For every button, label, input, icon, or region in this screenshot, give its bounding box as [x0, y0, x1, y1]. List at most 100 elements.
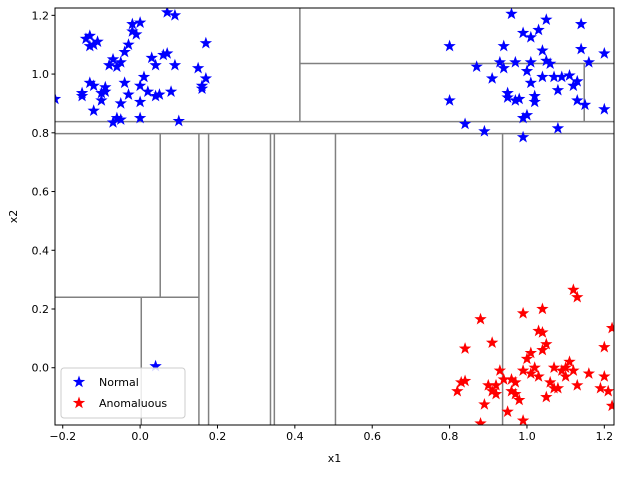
anomaluous-point: [524, 367, 538, 379]
anomaluous-point: [509, 387, 522, 400]
normal-point: [551, 121, 565, 134]
anomaluous-point: [482, 378, 495, 391]
anomaluous-point: [505, 384, 518, 397]
normal-point: [505, 8, 518, 20]
normal-point: [149, 58, 162, 71]
anomaluous-point: [543, 375, 557, 388]
normal-point: [543, 57, 557, 70]
normal-point: [516, 26, 530, 39]
x-tick-label: 0.4: [286, 430, 304, 443]
normal-point: [536, 70, 549, 83]
anomaluous-point: [451, 384, 464, 397]
normal-point: [598, 102, 611, 115]
normal-point: [122, 38, 135, 50]
anomaluous-point: [594, 381, 607, 394]
legend-marker-normal: [72, 375, 86, 388]
legend-box: [60, 367, 186, 419]
normal-point: [87, 38, 100, 50]
normal-point: [168, 58, 182, 71]
anomaluous-point: [493, 364, 507, 376]
normal-point: [567, 79, 580, 92]
normal-point: [478, 124, 491, 137]
y-tick-label: 1.2: [32, 9, 50, 22]
normal-point: [524, 30, 538, 43]
anomaluous-point: [559, 361, 572, 373]
anomaluous-point: [455, 375, 468, 388]
normal-point: [524, 76, 538, 89]
normal-point: [133, 111, 147, 124]
anomaluous-point: [528, 361, 541, 373]
normal-point: [110, 60, 124, 72]
normal-point: [106, 52, 120, 65]
normal-point: [149, 359, 162, 372]
anomaluous-point: [540, 337, 553, 350]
normal-point: [99, 85, 112, 97]
anomaluous-point: [458, 374, 472, 387]
normal-point: [540, 13, 553, 26]
anomaluous-point: [602, 384, 614, 397]
normal-point: [75, 89, 89, 102]
normal-point: [199, 36, 213, 49]
normal-point: [172, 114, 185, 127]
anomaluous-point: [567, 283, 580, 296]
x-tick-label: 0.8: [441, 430, 459, 443]
normal-point: [106, 116, 120, 128]
normal-point: [83, 29, 96, 42]
normal-point: [91, 35, 104, 48]
anomaluous-point: [516, 306, 530, 319]
data-points: [55, 8, 614, 425]
normal-point: [157, 48, 170, 61]
normal-point: [102, 58, 116, 71]
anomaluous-point: [485, 336, 499, 349]
normal-point: [137, 70, 151, 83]
anomaluous-point: [598, 370, 611, 382]
anomaluous-point: [485, 384, 499, 397]
y-tick-label: 1.0: [32, 68, 50, 81]
normal-point: [168, 8, 182, 21]
normal-point: [87, 79, 100, 92]
anomaluous-point: [505, 372, 518, 385]
normal-point: [574, 17, 588, 30]
normal-point: [516, 130, 530, 143]
normal-point: [130, 27, 143, 40]
anomaluous-point: [540, 390, 553, 403]
anomaluous-point: [605, 321, 614, 334]
x-tick-label: 1.0: [518, 430, 536, 443]
normal-point: [497, 39, 510, 52]
normal-point: [470, 60, 483, 72]
normal-point: [598, 47, 611, 59]
normal-point: [55, 92, 62, 105]
normal-point: [114, 55, 127, 68]
normal-point: [532, 23, 545, 36]
anomaluous-point: [520, 352, 534, 365]
anomaluous-point: [516, 414, 530, 425]
normal-point: [509, 94, 522, 106]
x-tick-label: 0.2: [209, 430, 227, 443]
normal-point: [520, 64, 534, 77]
anomaluous-point: [571, 290, 584, 303]
anomaluous-point: [582, 367, 596, 379]
x-axis-label: x1: [328, 452, 342, 465]
normal-point: [547, 70, 561, 83]
anomaluous-point: [509, 375, 522, 388]
anomaluous-point: [547, 361, 561, 373]
y-axis: 0.0 0.2 0.4 0.6 0.8 1.0 1.2: [32, 9, 55, 375]
legend: Normal Anomaluous: [60, 367, 186, 419]
y-tick-label: 0.2: [32, 303, 50, 316]
anomaluous-point: [532, 324, 545, 337]
normal-point: [133, 95, 147, 108]
anomaluous-point: [478, 397, 491, 410]
x-tick-label: 0.6: [363, 430, 381, 443]
y-axis-label: x2: [7, 210, 20, 224]
normal-point: [133, 16, 147, 28]
normal-point: [578, 98, 592, 111]
normal-point: [520, 108, 534, 121]
x-axis: −0.2 0.0 0.2 0.4 0.6 0.8 1.0 1.2: [49, 425, 613, 443]
normal-point: [79, 32, 93, 45]
normal-point: [199, 71, 213, 84]
normal-point: [458, 117, 472, 130]
anomaluous-point: [563, 355, 576, 368]
normal-point: [149, 89, 162, 102]
anomaluous-point: [489, 387, 503, 400]
y-tick-label: 0.8: [32, 127, 50, 140]
